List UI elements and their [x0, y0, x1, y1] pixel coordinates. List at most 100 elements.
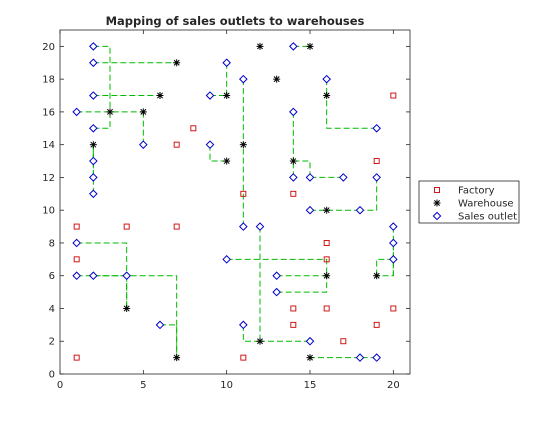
- outlet-marker: [289, 42, 298, 51]
- outlet-marker: [389, 255, 398, 264]
- warehouse-marker: [139, 108, 147, 116]
- x-tick-label: 10: [220, 380, 233, 391]
- route-line: [93, 111, 111, 129]
- y-tick-label: 4: [49, 304, 55, 315]
- factory-marker: [290, 321, 297, 328]
- factory-marker: [173, 223, 180, 230]
- factory-marker: [323, 256, 330, 263]
- outlet-marker: [355, 205, 365, 215]
- markers-layer: [72, 42, 398, 362]
- plot-frame: [59, 29, 411, 375]
- outlet-marker: [222, 255, 231, 264]
- x-tick-label: 5: [140, 380, 146, 391]
- warehouse-marker: [173, 59, 181, 67]
- outlet-marker: [205, 91, 215, 100]
- outlet-marker: [239, 74, 248, 84]
- factory-marker: [73, 223, 80, 230]
- warehouse-marker: [223, 92, 231, 100]
- factory-marker: [173, 141, 180, 148]
- legend-outlet-marker: [432, 211, 442, 221]
- y-tick-label: 8: [49, 238, 55, 249]
- warehouse-marker: [156, 92, 164, 100]
- warehouse-marker: [323, 272, 331, 280]
- outlet-marker: [222, 58, 231, 68]
- warehouse-marker: [256, 42, 264, 50]
- outlet-marker: [255, 222, 265, 231]
- outlet-marker: [89, 123, 98, 133]
- route-line: [160, 324, 178, 358]
- warehouse-marker: [89, 141, 97, 149]
- y-tick-label: 20: [42, 42, 55, 53]
- axis-ticks: 0 5 10 15 20 0 2 4 6 8 10 12 14 16 18 20: [42, 30, 410, 391]
- factory-marker: [373, 321, 380, 328]
- outlet-marker: [89, 271, 98, 281]
- legend-warehouse-marker: [433, 199, 441, 207]
- factory-marker: [240, 354, 247, 361]
- outlet-marker: [389, 238, 398, 248]
- warehouse-marker: [289, 157, 297, 165]
- factory-marker: [123, 223, 130, 230]
- outlet-marker: [239, 320, 248, 330]
- outlet-marker: [72, 271, 81, 281]
- route-line: [376, 258, 394, 276]
- y-tick-label: 18: [42, 75, 55, 86]
- route-line: [293, 160, 311, 178]
- warehouse-marker: [323, 206, 331, 214]
- outlet-marker: [372, 173, 381, 182]
- factory-marker: [190, 125, 197, 132]
- factory-marker: [290, 190, 297, 197]
- outlet-marker: [322, 74, 331, 84]
- outlet-marker: [72, 238, 81, 248]
- legend-factory-marker: [434, 187, 440, 193]
- warehouse-marker: [106, 108, 114, 116]
- y-tick-label: 16: [42, 107, 55, 118]
- factory-marker: [373, 158, 380, 164]
- warehouse-marker: [273, 75, 281, 83]
- outlet-marker: [89, 42, 98, 51]
- factory-marker: [390, 305, 397, 312]
- warehouse-marker: [373, 272, 381, 280]
- outlet-marker: [139, 140, 148, 149]
- factory-marker: [390, 92, 397, 99]
- outlet-marker: [205, 140, 215, 149]
- legend-label: Factory: [458, 186, 495, 197]
- route-line: [276, 275, 328, 293]
- outlet-marker: [89, 173, 98, 182]
- factory-marker: [73, 354, 80, 361]
- factory-marker: [240, 190, 247, 197]
- outlet-marker: [155, 320, 165, 330]
- outlet-marker: [289, 173, 298, 182]
- warehouse-marker: [323, 92, 331, 100]
- outlet-marker: [272, 287, 281, 297]
- factory-marker: [340, 338, 347, 345]
- x-tick-label: 0: [57, 380, 63, 391]
- y-tick-label: 6: [49, 271, 55, 282]
- legend: Factory Warehouse Sales outlet: [418, 180, 520, 224]
- warehouse-marker: [256, 337, 264, 345]
- outlet-marker: [372, 353, 381, 362]
- outlet-marker: [305, 205, 315, 215]
- outlet-marker: [89, 156, 98, 166]
- warehouse-marker: [239, 141, 247, 149]
- outlet-marker: [339, 173, 348, 182]
- route-line: [242, 324, 260, 342]
- route-line: [226, 258, 328, 276]
- outlet-marker: [272, 271, 281, 281]
- y-tick-label: 14: [42, 140, 55, 151]
- warehouse-marker: [306, 42, 314, 50]
- chart-title: Mapping of sales outlets to warehouses: [106, 14, 365, 28]
- outlet-marker: [289, 107, 298, 117]
- factory-marker: [290, 305, 297, 312]
- outlet-marker: [89, 58, 98, 68]
- outlet-marker: [389, 222, 398, 231]
- route-line: [326, 95, 377, 129]
- legend-items: Factory Warehouse Sales outlet: [432, 186, 517, 223]
- legend-label: Warehouse: [458, 199, 514, 210]
- outlet-marker: [355, 353, 365, 362]
- warehouse-marker: [123, 304, 131, 312]
- factory-marker: [323, 305, 330, 312]
- route-line: [209, 144, 227, 162]
- legend-label: Sales outlet: [458, 212, 517, 223]
